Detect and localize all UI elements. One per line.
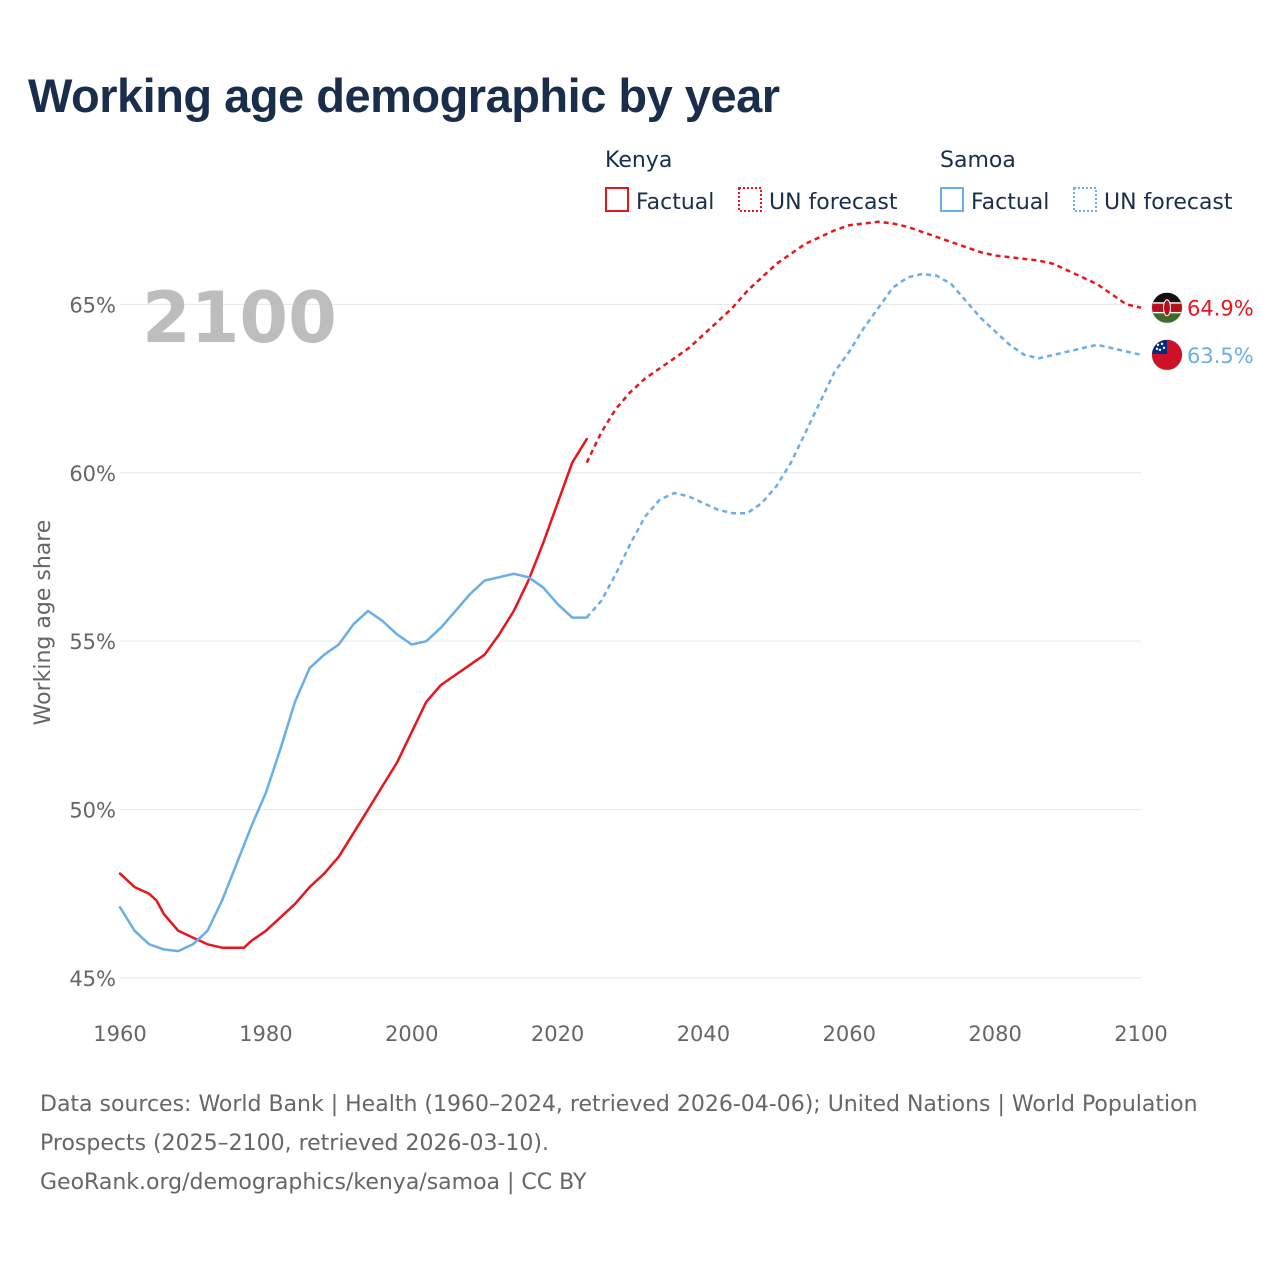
samoa-flag-star	[1156, 343, 1160, 347]
y-tick-label: 60%	[69, 462, 116, 486]
series-lines	[118, 220, 1142, 953]
legend-samoa-factual-label: Factual	[971, 190, 1049, 215]
x-tick-label: 1960	[93, 1022, 146, 1046]
legend-samoa-factual-swatch	[940, 187, 964, 212]
y-tick-label: 50%	[69, 799, 116, 823]
grid-lines	[120, 303, 1141, 979]
samoa-flag-star	[1160, 342, 1164, 346]
legend-samoa-forecast-swatch	[1073, 187, 1097, 212]
x-tick-label: 2080	[968, 1022, 1021, 1046]
legend-samoa-forecast-label: UN forecast	[1104, 190, 1233, 215]
y-tick-label: 65%	[69, 293, 116, 317]
kenya-flag-green	[1152, 312, 1182, 323]
samoa-flag-outline	[1151, 339, 1183, 371]
x-tick-label: 2100	[1114, 1022, 1167, 1046]
x-tick-label: 1980	[239, 1022, 292, 1046]
legend: Kenya Factual UN forecast Samoa Factual UN fo…	[605, 148, 1233, 215]
legend-kenya-forecast-label: UN forecast	[769, 190, 898, 215]
y-axis-label: Working age share	[31, 520, 56, 726]
legend-kenya-title: Kenya	[605, 148, 672, 173]
legend-kenya-factual-swatch	[605, 187, 629, 212]
x-tick-label: 2000	[385, 1022, 438, 1046]
samoa-flag-body	[1152, 339, 1182, 370]
kenya-end-value: 64.9%	[1187, 297, 1254, 321]
y-tick-label: 55%	[69, 630, 116, 654]
x-tick-label: 2040	[677, 1022, 730, 1046]
kenya-forecast-line	[585, 220, 1142, 464]
samoa-flag-star	[1155, 347, 1159, 351]
kenya-factual-line	[118, 437, 588, 949]
kenya-flag-icon	[1151, 292, 1183, 324]
kenya-flag-outline	[1151, 292, 1183, 324]
kenya-flag-black	[1152, 292, 1182, 303]
samoa-factual-line	[118, 572, 588, 953]
samoa-flag-star	[1158, 348, 1162, 352]
legend-samoa-title: Samoa	[940, 148, 1016, 173]
x-tick-label: 2060	[823, 1022, 876, 1046]
x-tick-label: 2020	[531, 1022, 584, 1046]
samoa-flag-star	[1162, 346, 1166, 350]
footer: Data sources: World Bank | Health (1960–…	[40, 1085, 1220, 1202]
data-sources: Data sources: World Bank | Health (1960–…	[40, 1092, 1198, 1156]
axes: 45% 50% 55% 60% 65% 1960 1980 2000 2020 2040 2060 2…	[31, 293, 1168, 1046]
year-display: 2100	[142, 277, 337, 359]
samoa-forecast-line	[585, 272, 1142, 619]
samoa-flag-icon	[1151, 339, 1183, 371]
y-tick-label: 45%	[69, 967, 116, 991]
legend-kenya-forecast-swatch	[738, 187, 762, 212]
kenya-flag-body	[1152, 292, 1182, 323]
end-markers: 64.9% 63.5%	[1151, 292, 1254, 371]
samoa-end-value: 63.5%	[1187, 344, 1254, 368]
chart-title: Working age demographic by year	[28, 69, 780, 122]
credit-link[interactable]: GeoRank.org/demographics/kenya/samoa | C…	[40, 1170, 587, 1195]
kenya-flag-shield	[1163, 299, 1171, 317]
legend-kenya-factual-label: Factual	[636, 190, 714, 215]
